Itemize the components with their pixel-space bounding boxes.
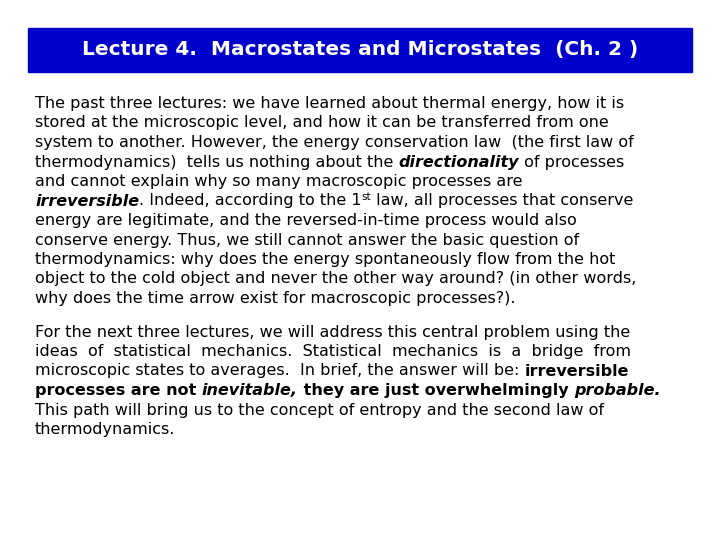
Text: directionality: directionality: [398, 154, 519, 170]
Text: Lecture 4.  Macrostates and Microstates  (Ch. 2 ): Lecture 4. Macrostates and Microstates (…: [82, 40, 638, 59]
Text: and cannot explain why so many macroscopic processes are: and cannot explain why so many macroscop…: [35, 174, 523, 189]
Text: energy are legitimate, and the reversed-in-time process would also: energy are legitimate, and the reversed-…: [35, 213, 577, 228]
Text: st: st: [361, 192, 372, 202]
Text: . Indeed, according to the 1: . Indeed, according to the 1: [139, 193, 361, 208]
Text: conserve energy. Thus, we still cannot answer the basic question of: conserve energy. Thus, we still cannot a…: [35, 233, 579, 247]
Text: For the next three lectures, we will address this central problem using the: For the next three lectures, we will add…: [35, 325, 630, 340]
Text: they are just overwhelmingly: they are just overwhelmingly: [298, 383, 575, 398]
Text: ideas  of  statistical  mechanics.  Statistical  mechanics  is  a  bridge  from: ideas of statistical mechanics. Statisti…: [35, 344, 631, 359]
Text: system to another. However, the energy conservation law  (the first law of: system to another. However, the energy c…: [35, 135, 634, 150]
Text: microscopic states to averages.  In brief, the answer will be:: microscopic states to averages. In brief…: [35, 363, 524, 379]
Text: The past three lectures: we have learned about thermal energy, how it is: The past three lectures: we have learned…: [35, 96, 624, 111]
Text: processes are not: processes are not: [35, 383, 202, 398]
Text: why does the time arrow exist for macroscopic processes?).: why does the time arrow exist for macros…: [35, 291, 516, 306]
Bar: [28, 28, 692, 72]
Text: irreversible: irreversible: [35, 193, 139, 208]
Text: thermodynamics.: thermodynamics.: [35, 422, 176, 437]
Text: thermodynamics: why does the energy spontaneously flow from the hot: thermodynamics: why does the energy spon…: [35, 252, 616, 267]
Text: irreversible: irreversible: [524, 363, 629, 379]
Text: probable.: probable.: [575, 383, 661, 398]
Text: object to the cold object and never the other way around? (in other words,: object to the cold object and never the …: [35, 272, 636, 287]
Text: thermodynamics)  tells us nothing about the: thermodynamics) tells us nothing about t…: [35, 154, 398, 170]
Text: stored at the microscopic level, and how it can be transferred from one: stored at the microscopic level, and how…: [35, 116, 608, 131]
Text: This path will bring us to the concept of entropy and the second law of: This path will bring us to the concept o…: [35, 402, 604, 417]
Text: of processes: of processes: [519, 154, 624, 170]
Text: inevitable,: inevitable,: [202, 383, 298, 398]
Text: law, all processes that conserve: law, all processes that conserve: [372, 193, 634, 208]
